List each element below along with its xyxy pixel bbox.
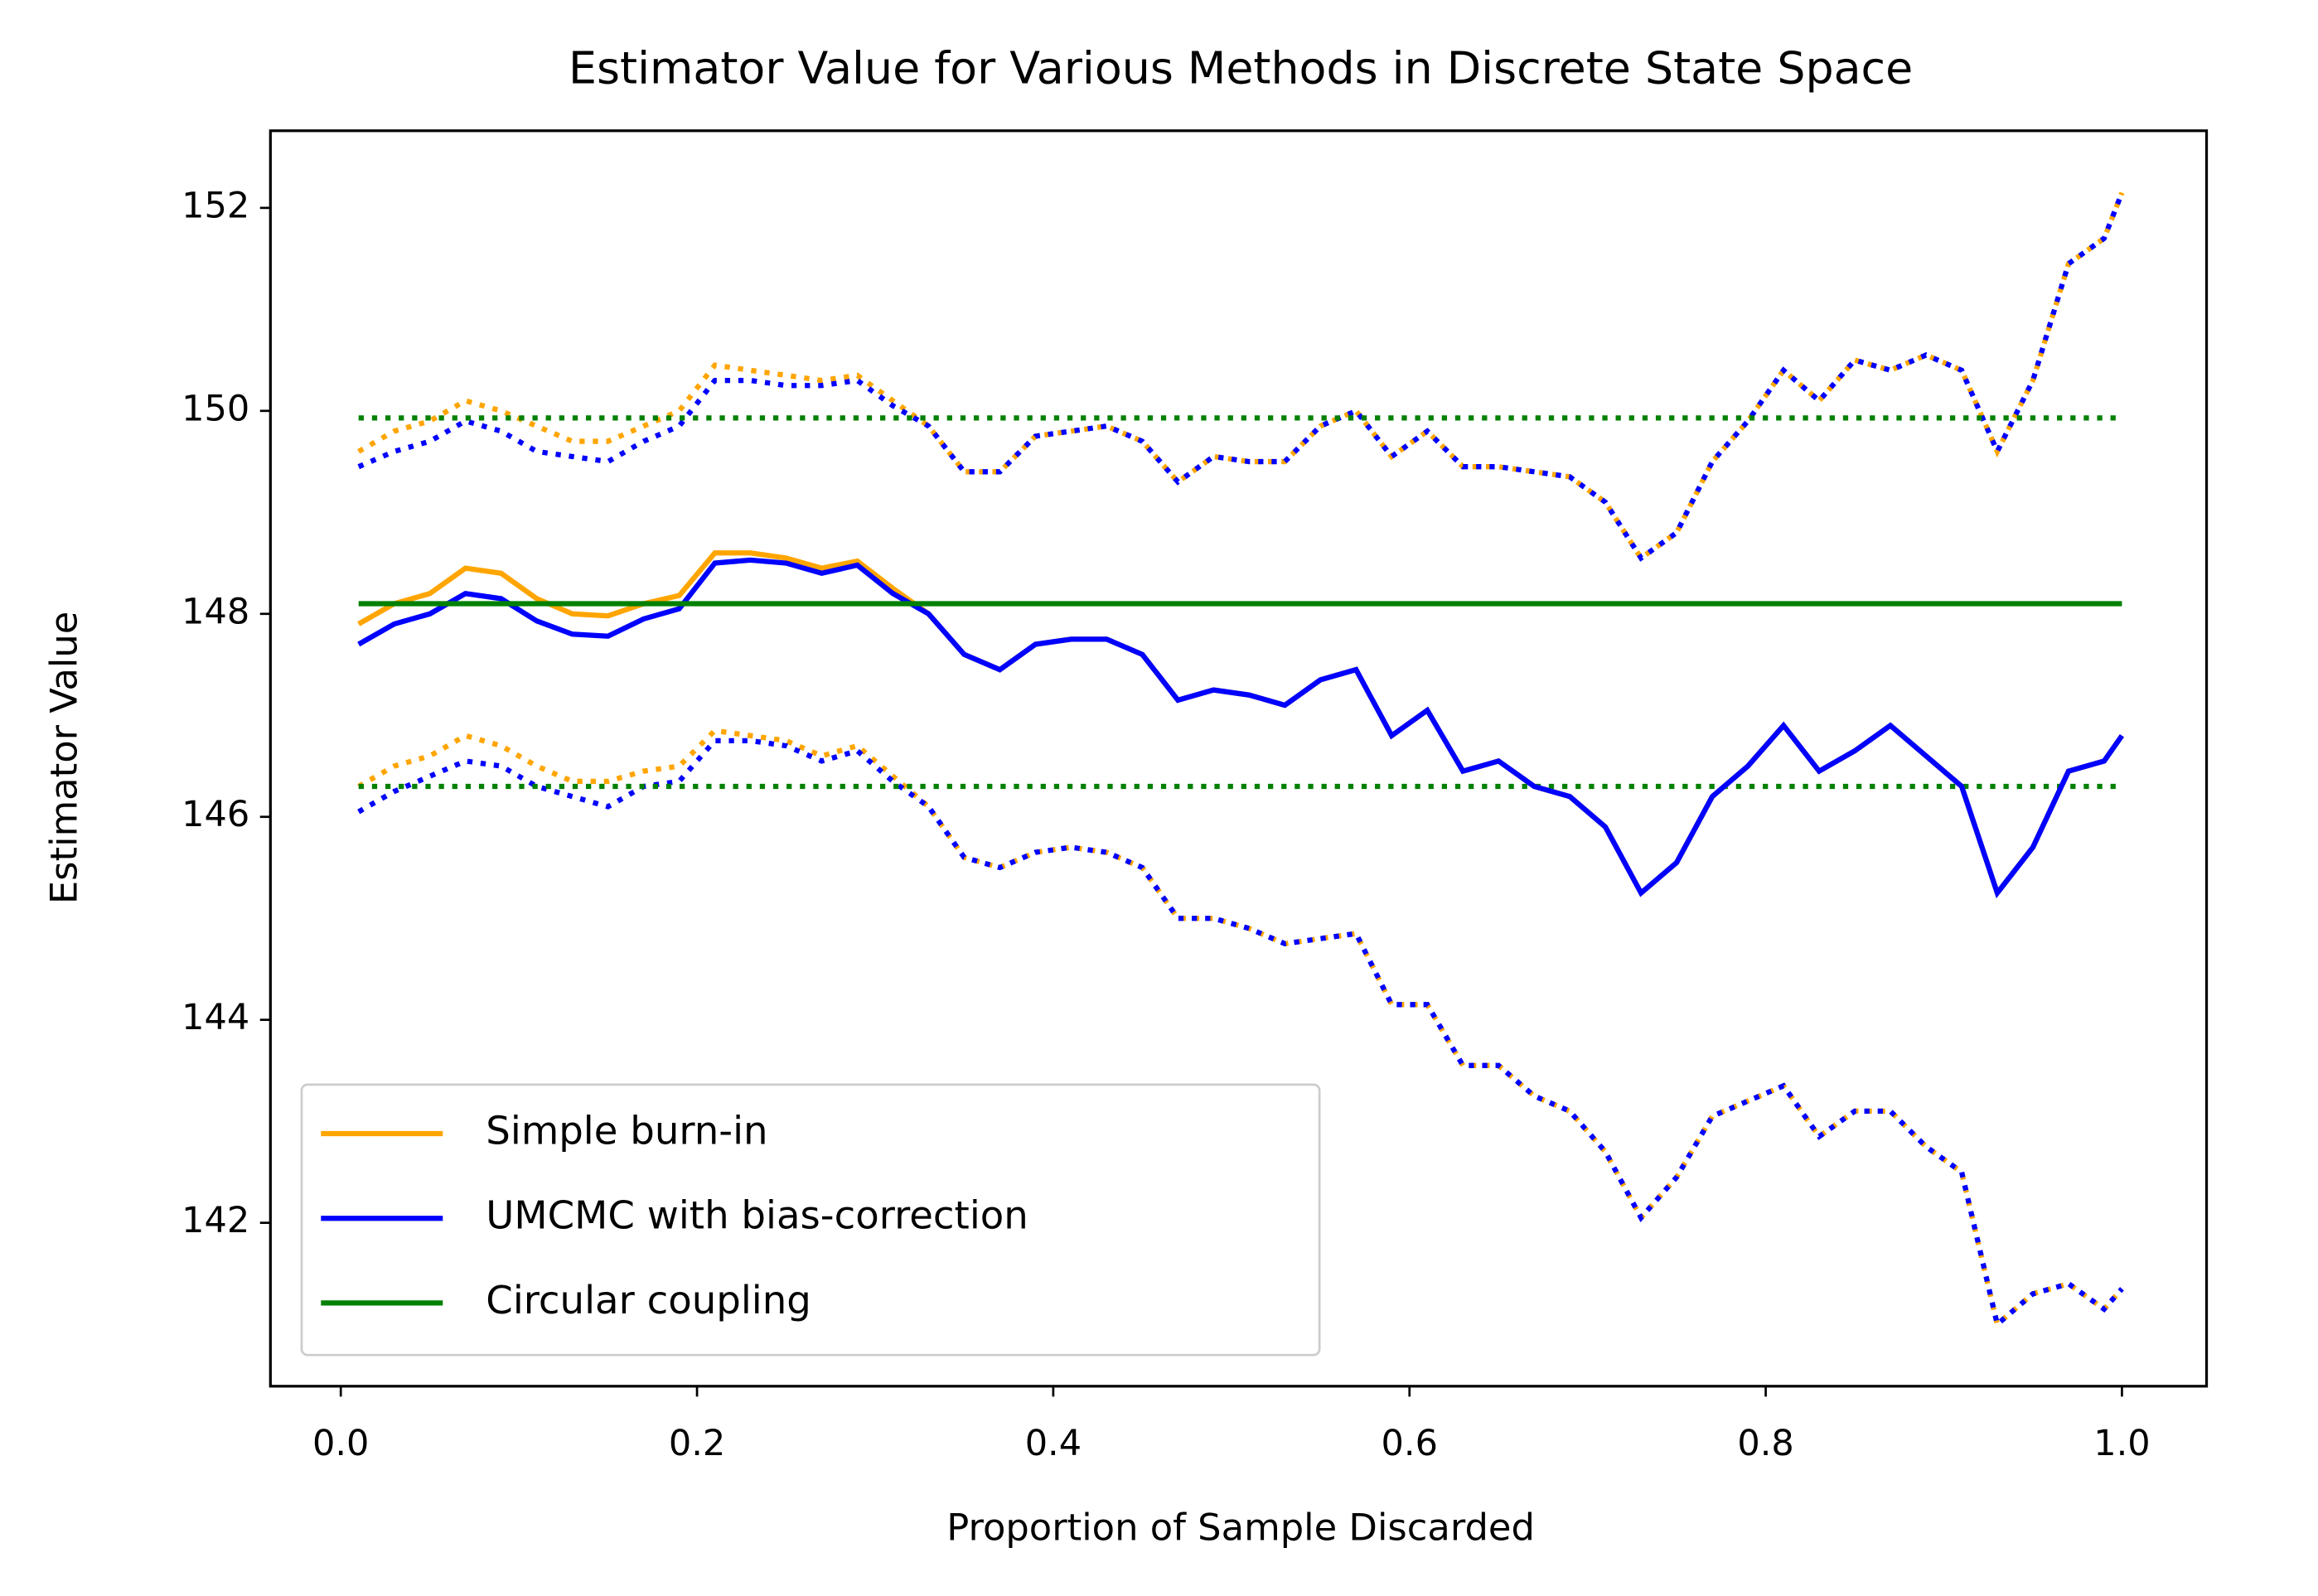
legend-label: UMCMC with bias-correction	[486, 1193, 1028, 1238]
y-tick-label: 148	[181, 591, 249, 632]
axes-frame	[269, 129, 2209, 1388]
legend-box	[300, 1083, 1321, 1357]
legend-label: Circular coupling	[486, 1278, 811, 1323]
legend-label: Simple burn-in	[486, 1109, 767, 1153]
y-tick-label: 144	[181, 997, 249, 1038]
x-tick-label: 1.0	[2093, 1423, 2150, 1464]
x-tick-label: 0.4	[1025, 1423, 1082, 1464]
estimator-line	[357, 557, 2125, 899]
y-tick-label: 142	[181, 1200, 249, 1241]
chart-title: Estimator Value for Various Methods in D…	[569, 42, 1913, 94]
y-axis-label: Estimator Value	[42, 612, 86, 905]
x-tick-label: 0.6	[1382, 1423, 1438, 1464]
x-tick-label: 0.0	[312, 1423, 369, 1464]
y-tick-label: 150	[181, 388, 249, 429]
legend: Simple burn-in UMCMC with bias-correction…	[300, 1083, 1321, 1357]
x-tick-label: 0.8	[1737, 1423, 1793, 1464]
y-tick-label: 146	[181, 794, 249, 835]
band-line	[357, 191, 2125, 562]
x-tick-label: 0.2	[669, 1423, 725, 1464]
y-tick-label: 152	[181, 185, 249, 226]
band-line	[357, 191, 2125, 562]
x-axis-label: Proportion of Sample Discarded	[946, 1506, 1535, 1550]
